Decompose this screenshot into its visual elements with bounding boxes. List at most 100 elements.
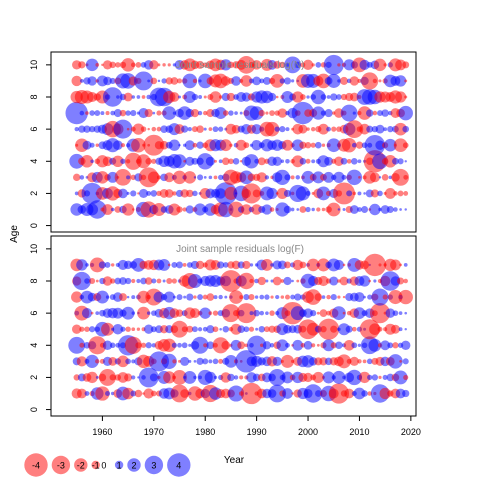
- residual-point: [399, 360, 402, 363]
- residual-point: [171, 342, 178, 348]
- residual-point: [181, 125, 189, 133]
- residual-point: [398, 311, 403, 315]
- residual-point: [197, 327, 203, 332]
- residual-point: [383, 63, 387, 67]
- residual-point: [305, 190, 311, 196]
- residual-point: [299, 157, 307, 165]
- residual-point: [340, 76, 349, 85]
- residual-point: [147, 127, 150, 131]
- residual-point: [131, 359, 136, 364]
- residual-point: [180, 356, 190, 366]
- residual-point: [228, 201, 244, 218]
- residual-point: [290, 294, 296, 300]
- residual-point: [279, 78, 286, 84]
- residual-point: [305, 206, 311, 213]
- residual-point: [357, 159, 362, 164]
- residual-point: [191, 336, 209, 354]
- residual-point: [104, 262, 111, 268]
- residual-point: [218, 174, 224, 181]
- residual-point: [79, 110, 85, 116]
- residual-point: [252, 189, 261, 198]
- residual-point: [274, 126, 280, 132]
- residual-point: [368, 338, 382, 352]
- legend-label: -1: [92, 461, 100, 471]
- residual-point: [277, 260, 287, 270]
- residual-point: [243, 326, 250, 333]
- residual-point: [131, 375, 136, 380]
- residual-point: [292, 91, 304, 103]
- residual-point: [84, 278, 90, 284]
- residual-point: [110, 110, 116, 116]
- residual-point: [121, 306, 135, 320]
- residual-point: [259, 78, 265, 84]
- residual-point: [196, 125, 204, 133]
- residual-point: [196, 141, 204, 149]
- residual-point: [118, 293, 127, 302]
- residual-point: [311, 207, 315, 212]
- residual-point: [291, 155, 304, 168]
- residual-point: [341, 174, 347, 180]
- residual-point: [113, 109, 122, 118]
- x-tick-label: 2000: [298, 427, 318, 437]
- residual-point: [208, 175, 213, 180]
- residual-point: [187, 273, 202, 289]
- residual-point: [341, 137, 357, 153]
- residual-point: [378, 176, 382, 179]
- residual-point: [375, 140, 385, 150]
- residual-point: [321, 207, 326, 212]
- residual-point: [232, 158, 240, 165]
- residual-point: [241, 92, 252, 102]
- residual-point: [387, 342, 394, 349]
- residual-point: [346, 190, 353, 197]
- residual-point: [84, 391, 90, 396]
- residual-point: [227, 61, 235, 69]
- residual-point: [381, 109, 389, 117]
- residual-point: [98, 261, 107, 269]
- legend-bubble: [127, 458, 141, 472]
- residual-point: [132, 123, 145, 135]
- y-tick-label: 0: [29, 223, 39, 228]
- residual-point: [318, 123, 329, 135]
- residual-point: [397, 158, 404, 165]
- residual-point: [131, 137, 146, 153]
- residual-point: [80, 155, 94, 168]
- residual-point: [239, 295, 244, 300]
- y-tick-label: 8: [29, 94, 39, 99]
- residual-point: [239, 111, 243, 115]
- residual-point: [149, 373, 158, 382]
- residual-point: [303, 372, 313, 383]
- residual-point: [140, 277, 147, 285]
- residual-point: [285, 342, 290, 348]
- residual-point: [183, 171, 197, 184]
- residual-point: [172, 295, 176, 299]
- residual-point: [199, 307, 211, 319]
- y-tick-label: 4: [29, 159, 39, 164]
- residual-point: [145, 342, 152, 349]
- residual-point: [357, 207, 362, 212]
- residual-point: [364, 134, 386, 156]
- residual-point: [337, 295, 341, 299]
- residual-point: [118, 188, 128, 199]
- residual-point: [255, 327, 259, 331]
- residual-point: [393, 138, 408, 153]
- residual-point: [79, 175, 85, 180]
- residual-point: [259, 343, 264, 348]
- residual-point: [292, 259, 303, 271]
- residual-point: [144, 324, 154, 334]
- residual-point: [390, 324, 400, 334]
- residual-point: [110, 263, 115, 267]
- residual-point: [314, 293, 323, 301]
- residual-point: [122, 387, 134, 400]
- residual-point: [178, 95, 182, 99]
- residual-point: [228, 110, 234, 116]
- residual-point: [277, 108, 288, 118]
- residual-point: [269, 207, 275, 212]
- residual-point: [394, 75, 407, 87]
- residual-point: [181, 342, 188, 349]
- residual-point: [340, 157, 348, 165]
- residual-point: [296, 208, 300, 211]
- y-tick-label: 8: [29, 278, 39, 283]
- residual-point: [96, 171, 109, 184]
- residual-point: [185, 156, 195, 166]
- residual-point: [370, 189, 379, 198]
